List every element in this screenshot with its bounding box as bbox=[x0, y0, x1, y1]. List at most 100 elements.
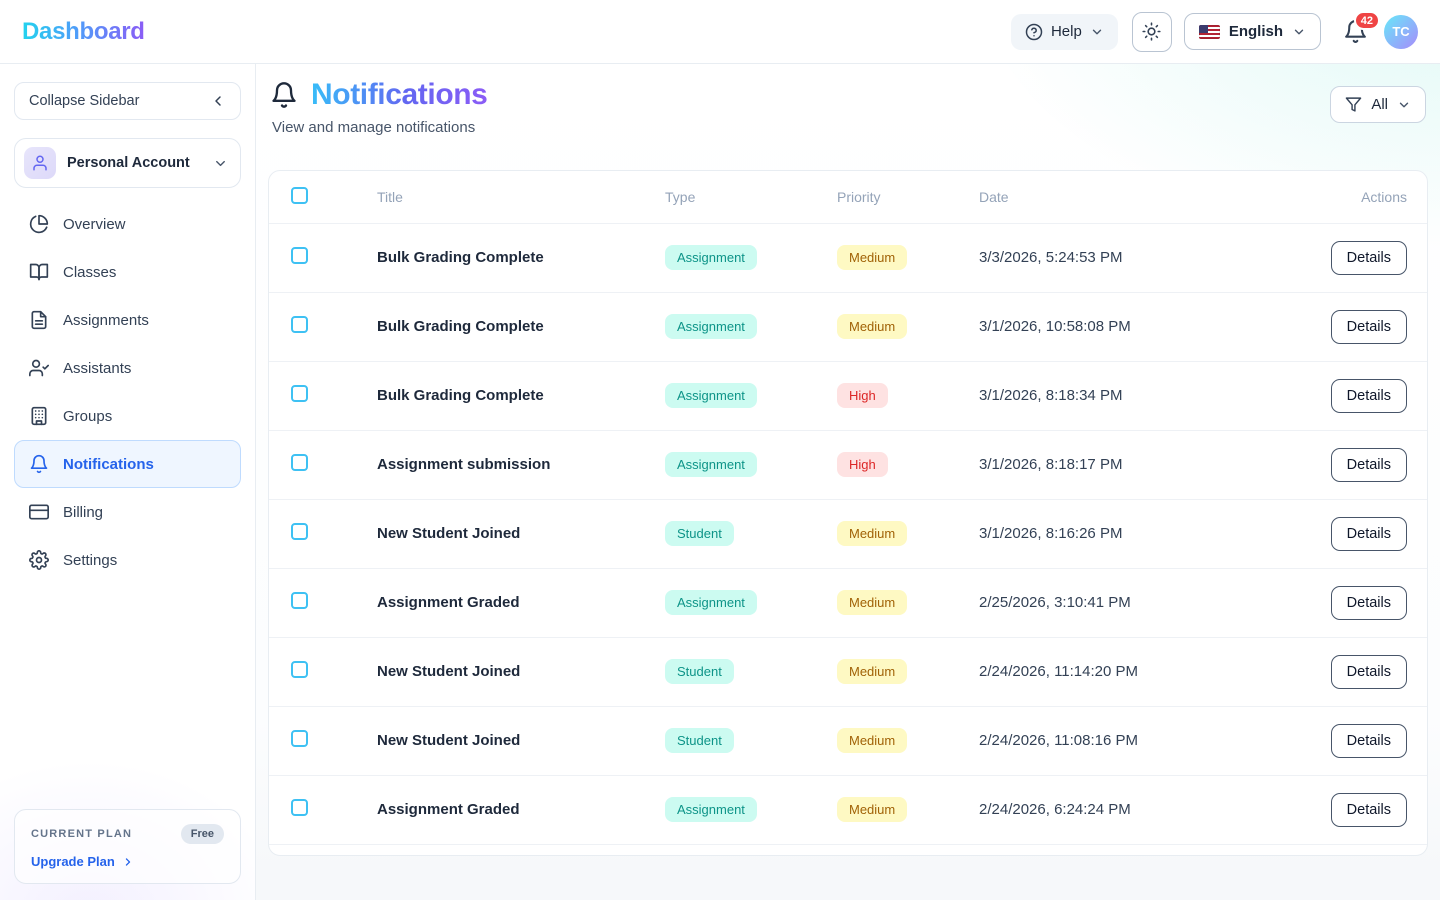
help-circle-icon bbox=[1025, 23, 1043, 41]
bell-icon bbox=[270, 81, 298, 109]
notification-date: 3/3/2026, 5:24:53 PM bbox=[979, 248, 1123, 266]
upgrade-plan-link[interactable]: Upgrade Plan bbox=[31, 854, 134, 869]
sidebar-item-classes[interactable]: Classes bbox=[14, 248, 241, 296]
notification-date: 2/24/2026, 11:08:16 PM bbox=[979, 731, 1139, 749]
notification-title: New Student Joined bbox=[377, 662, 521, 680]
details-button[interactable]: Details bbox=[1330, 447, 1407, 482]
table-row-partial bbox=[269, 843, 1427, 855]
notification-title: Assignment Graded bbox=[377, 593, 520, 611]
user-check-icon bbox=[29, 358, 49, 378]
notification-title: Bulk Grading Complete bbox=[377, 317, 544, 335]
type-badge: Student bbox=[665, 728, 734, 753]
sidebar-item-assignments[interactable]: Assignments bbox=[14, 296, 241, 344]
sidebar-item-billing[interactable]: Billing bbox=[14, 488, 241, 536]
notification-date: 3/1/2026, 8:18:17 PM bbox=[979, 455, 1123, 473]
column-header-type: Type bbox=[665, 188, 696, 205]
filter-funnel-icon bbox=[1345, 96, 1362, 113]
select-all-checkbox[interactable] bbox=[291, 186, 308, 204]
details-button[interactable]: Details bbox=[1330, 516, 1407, 551]
current-plan-label: CURRENT PLAN bbox=[31, 828, 133, 840]
page-title: Notifications bbox=[311, 78, 488, 111]
priority-badge: Medium bbox=[837, 590, 908, 615]
avatar[interactable]: TC bbox=[1384, 14, 1418, 49]
notifications-table: Title Type Priority Date Actions Bulk Gr… bbox=[269, 171, 1427, 855]
notification-date: 3/1/2026, 8:18:34 PM bbox=[979, 386, 1123, 404]
notification-title: Assignment Graded bbox=[377, 800, 520, 818]
details-button[interactable]: Details bbox=[1330, 654, 1407, 689]
gear-icon bbox=[29, 550, 49, 570]
language-selector[interactable]: English bbox=[1183, 13, 1321, 50]
details-button[interactable]: Details bbox=[1330, 240, 1407, 275]
type-badge: Student bbox=[665, 521, 734, 546]
account-switcher[interactable]: Personal Account bbox=[14, 138, 241, 188]
filter-label: All bbox=[1371, 96, 1388, 113]
page-subtitle: View and manage notifications bbox=[272, 119, 476, 136]
notification-date: 2/24/2026, 11:14:20 PM bbox=[979, 662, 1139, 680]
sidebar-item-notifications[interactable]: Notifications bbox=[14, 440, 241, 488]
row-checkbox[interactable] bbox=[291, 591, 308, 609]
priority-badge: Medium bbox=[837, 728, 908, 753]
row-checkbox[interactable] bbox=[291, 384, 308, 402]
app-header: Dashboard Help English bbox=[0, 0, 1440, 64]
notifications-bell-button[interactable]: 42 bbox=[1343, 11, 1380, 44]
notifications-table-card: Title Type Priority Date Actions Bulk Gr… bbox=[268, 170, 1428, 856]
row-checkbox[interactable] bbox=[291, 453, 308, 471]
type-badge: Assignment bbox=[665, 245, 757, 270]
column-header-date: Date bbox=[979, 188, 1009, 205]
details-button[interactable]: Details bbox=[1330, 723, 1407, 758]
help-button[interactable]: Help bbox=[1010, 13, 1118, 50]
details-button[interactable]: Details bbox=[1330, 792, 1407, 827]
table-row: New Student Joined Student Medium 3/1/20… bbox=[269, 498, 1427, 568]
details-button[interactable]: Details bbox=[1330, 585, 1407, 620]
account-label: Personal Account bbox=[67, 155, 190, 171]
column-header-priority: Priority bbox=[837, 188, 881, 205]
type-badge: Assignment bbox=[665, 383, 757, 408]
app-logo: Dashboard bbox=[22, 17, 145, 45]
table-row: Assignment Graded Assignment Medium 2/24… bbox=[269, 774, 1427, 844]
pie-chart-icon bbox=[29, 214, 49, 234]
chevron-left-icon bbox=[210, 93, 226, 109]
sun-icon bbox=[1142, 22, 1161, 41]
type-badge: Student bbox=[665, 659, 734, 684]
priority-badge: Medium bbox=[837, 245, 908, 270]
notification-count-badge: 42 bbox=[1353, 11, 1380, 30]
row-checkbox[interactable] bbox=[291, 246, 308, 264]
table-body: Bulk Grading Complete Assignment Medium … bbox=[269, 222, 1427, 855]
sidebar-item-settings[interactable]: Settings bbox=[14, 536, 241, 584]
row-checkbox[interactable] bbox=[291, 522, 308, 540]
header-controls: Help English 42 TC bbox=[1010, 11, 1418, 52]
row-checkbox[interactable] bbox=[291, 315, 308, 333]
column-header-actions: Actions bbox=[1361, 188, 1407, 205]
row-checkbox[interactable] bbox=[291, 798, 308, 816]
row-checkbox[interactable] bbox=[291, 729, 308, 747]
plan-tier-badge: Free bbox=[180, 824, 224, 844]
priority-badge: High bbox=[837, 452, 888, 477]
chevron-down-icon bbox=[1397, 98, 1411, 112]
notification-date: 2/24/2026, 6:24:24 PM bbox=[979, 800, 1131, 818]
notification-title: Bulk Grading Complete bbox=[377, 386, 544, 404]
file-text-icon bbox=[29, 310, 49, 330]
table-row: New Student Joined Student Medium 2/24/2… bbox=[269, 636, 1427, 706]
main-content: Notifications View and manage notificati… bbox=[256, 64, 1440, 900]
type-badge: Assignment bbox=[665, 452, 757, 477]
priority-badge: High bbox=[837, 383, 888, 408]
chevron-right-icon bbox=[122, 856, 134, 868]
credit-card-icon bbox=[29, 502, 49, 522]
sidebar-item-overview[interactable]: Overview bbox=[14, 200, 241, 248]
collapse-sidebar-label: Collapse Sidebar bbox=[29, 93, 140, 109]
theme-toggle-button[interactable] bbox=[1131, 11, 1172, 52]
details-button[interactable]: Details bbox=[1330, 378, 1407, 413]
sidebar-item-groups[interactable]: Groups bbox=[14, 392, 241, 440]
notification-title: New Student Joined bbox=[377, 524, 521, 542]
table-row: New Student Joined Student Medium 2/24/2… bbox=[269, 705, 1427, 775]
details-button[interactable]: Details bbox=[1330, 309, 1407, 344]
priority-badge: Medium bbox=[837, 797, 908, 822]
notification-title: New Student Joined bbox=[377, 731, 521, 749]
current-plan-card: CURRENT PLAN Free Upgrade Plan bbox=[14, 809, 241, 884]
chevron-down-icon bbox=[213, 156, 228, 171]
filter-dropdown-button[interactable]: All bbox=[1330, 86, 1426, 123]
collapse-sidebar-button[interactable]: Collapse Sidebar bbox=[14, 82, 241, 120]
sidebar-item-assistants[interactable]: Assistants bbox=[14, 344, 241, 392]
sidebar-nav: Overview Classes Assignments Assistants … bbox=[14, 200, 241, 584]
row-checkbox[interactable] bbox=[291, 660, 308, 678]
